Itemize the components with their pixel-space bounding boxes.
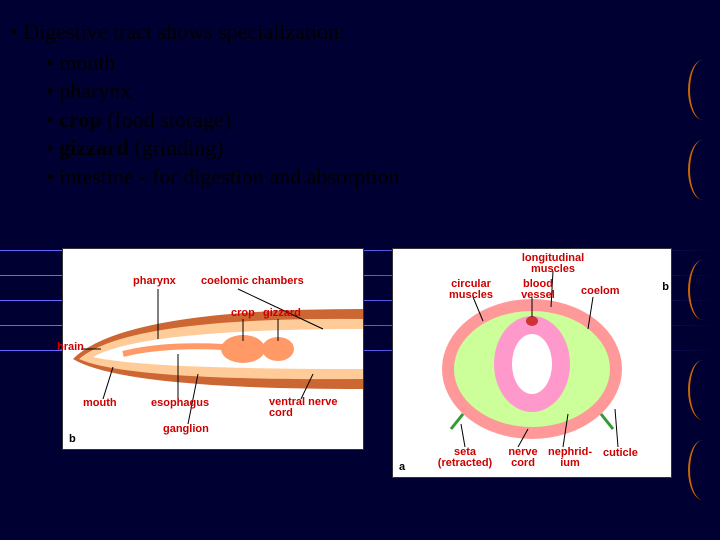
label-coelom: coelom <box>581 285 620 297</box>
letter-a: a <box>399 461 405 473</box>
label-pharynx: pharynx <box>133 275 176 287</box>
item-pharynx: • pharynx <box>46 77 710 106</box>
heading-bullet: • Digestive tract shows specialization: <box>10 18 710 47</box>
label-cuticle: cuticle <box>603 447 638 459</box>
label-longitudinal: longitudinal muscles <box>513 253 593 275</box>
diagram-longitudinal: pharynx coelomic chambers crop gizzard b… <box>62 248 364 450</box>
label-esophagus: esophagus <box>151 397 209 409</box>
letter-b2: b <box>662 281 669 293</box>
label-circular: circular muscles <box>441 279 501 301</box>
label-seta: seta (retracted) <box>435 447 495 469</box>
label-ganglion: ganglion <box>163 423 209 435</box>
heading-text: Digestive tract shows specialization: <box>23 19 345 44</box>
label-coelomic: coelomic chambers <box>201 275 304 287</box>
label-nerve: nerve cord <box>503 447 543 469</box>
diagram-cross-section: longitudinal muscles circular muscles bl… <box>392 248 672 478</box>
item-gizzard: • gizzard (grinding) <box>46 134 710 163</box>
item-crop: • crop (food storage) <box>46 106 710 135</box>
label-brain: brain <box>57 341 84 353</box>
label-ventral: ventral nerve cord <box>269 397 349 419</box>
diagrams-row: pharynx coelomic chambers crop gizzard b… <box>62 248 672 478</box>
label-crop: crop <box>231 307 255 319</box>
label-blood: blood vessel <box>513 279 563 301</box>
sub-list: • mouth • pharynx • crop (food storage) … <box>46 49 710 192</box>
item-intestine: • intestine - for digestion and absorpti… <box>46 163 710 192</box>
letter-b: b <box>69 433 76 445</box>
slide-content: • Digestive tract shows specialization: … <box>0 0 720 192</box>
label-nephrid: nephrid- ium <box>545 447 595 469</box>
item-mouth: • mouth <box>46 49 710 78</box>
label-mouth: mouth <box>83 397 117 409</box>
label-gizzard: gizzard <box>263 307 301 319</box>
